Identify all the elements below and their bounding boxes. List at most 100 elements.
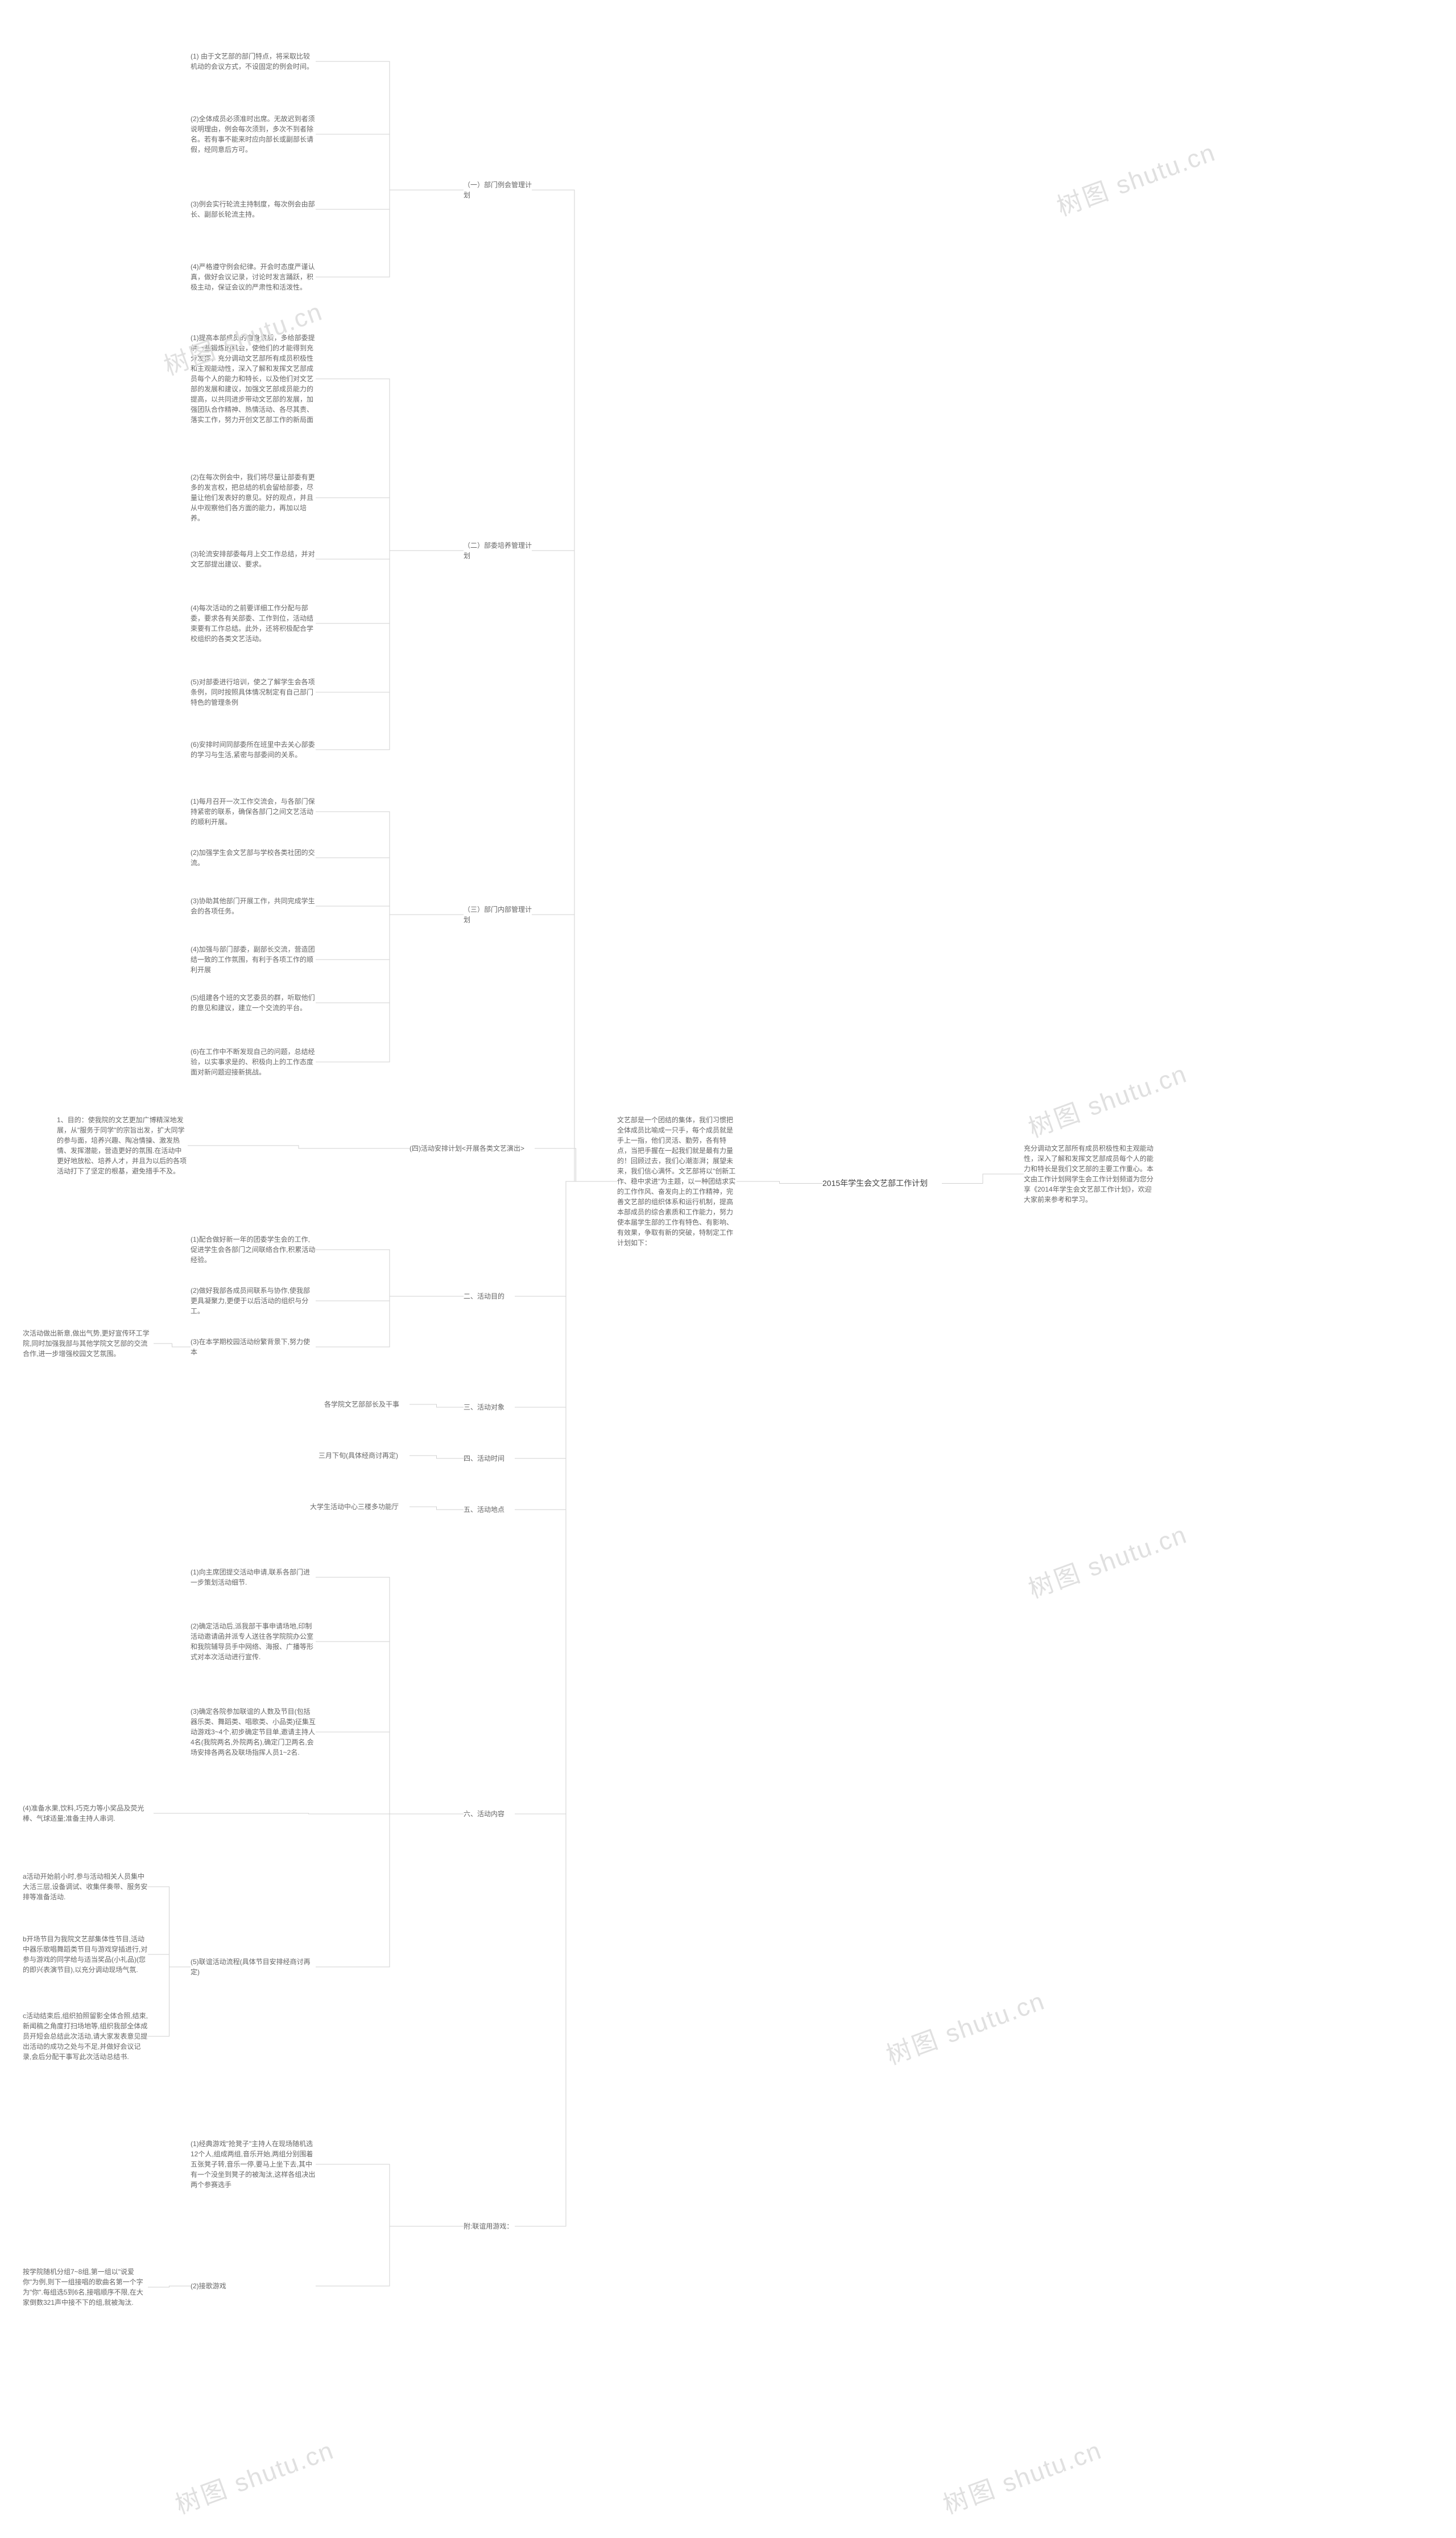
mindmap-node[interactable]: (5)组建各个班的文艺委员的群，听取他们的意见和建议，建立一个交流的平台。 [191,993,316,1013]
node-text: (4)加强与部门部委，副部长交流，营造团结一致的工作氛围，有利于各项工作的顺利开… [191,944,316,975]
node-text: (4)严格遵守例会纪律。开会时态度严谨认真，做好会议记录，讨论时发言踊跃，积极主… [191,262,316,292]
mindmap-node[interactable]: (3)例会实行轮流主持制度，每次例会由部长、副部长轮流主持。 [191,199,316,220]
mindmap-edge [532,915,617,1181]
node-text: 三月下旬(具体经商讨再定) [318,1450,410,1461]
mindmap-edge [515,1181,617,1296]
mindmap-node[interactable]: (2)接歌游戏 [191,2281,316,2291]
mindmap-edge [515,1181,617,2226]
node-text: 按学院随机分组7~8组,第一组以"说爱你"为例,则下一组接唱的歌曲名第一个字为"… [23,2267,148,2308]
mindmap-node[interactable]: (2)确定活动后,派我部干事申请场地,印制活动邀请函并派专人送往各学院院办公室和… [191,1621,316,1662]
node-text: (2)全体成员必须准时出席。无故迟到者须说明理由，例会每次须到，多次不到者除名。… [191,114,316,155]
mindmap-node[interactable]: (3)轮流安排部委每月上交工作总结，并对文艺部提出建议、要求。 [191,549,316,569]
mindmap-node[interactable]: (2)在每次例会中，我们将尽量让部委有更多的发言权，把总结的机会留给部委，尽量让… [191,472,316,523]
watermark-cn: 树图 [172,2474,233,2519]
mindmap-edge [316,915,464,1062]
node-text: (3)确定各院参加联谊的人数及节目(包括器乐类、舞蹈类、唱歌类、小品类)征集互动… [191,1706,316,1758]
mindmap-node[interactable]: 三、活动对象 [464,1402,515,1412]
node-text: (1)配合做好新一年的团委学生会的工作,促进学生会各部门之间联络合作,积累活动经… [191,1234,316,1265]
watermark: 树图 shutu.cn [1051,132,1220,223]
mindmap-node[interactable]: (6)安排时间同部委所在班里中去关心部委的学习与生活,紧密与部委间的关系。 [191,739,316,760]
mindmap-edge [316,551,464,623]
node-text: (5)组建各个班的文艺委员的群，听取他们的意见和建议，建立一个交流的平台。 [191,993,316,1013]
mindmap-node[interactable]: (4)严格遵守例会纪律。开会时态度严谨认真，做好会议记录，讨论时发言踊跃，积极主… [191,262,316,292]
node-text: (2)接歌游戏 [191,2281,316,2291]
node-text: c活动结束后,组织拍照留影全体合照,结束,新闻稿之角度打扫场地等,组织我部全体成… [23,2011,148,2062]
node-text: (4)准备水果,饮料,巧克力等小奖品及荧光棒、气球适量;准备主持人串词. [23,1803,154,1824]
mindmap-node[interactable]: 大学生活动中心三楼多功能厅 [310,1502,410,1512]
mindmap-edge [316,498,464,551]
mindmap-node[interactable]: （三）部门内部管理计划 [464,904,532,925]
mindmap-edge [148,1954,191,1967]
node-text: 文艺部是一个团结的集体，我们习惯把全体成员比喻成一只手，每个成员就是手上一指，他… [617,1115,737,1248]
node-text: (1)提高本部成员的自身素质，多给部委提供一些锻炼的机会，使他们的才能得到充分发… [191,333,316,425]
mindmap-node[interactable]: 附:联谊用游戏： [464,2221,515,2231]
mindmap-node[interactable]: (1)经典游戏"抢凳子"主持人在现场随机选12个人,组成两组,音乐开始,两组分别… [191,2139,316,2190]
node-text: (2)加强学生会文艺部与学校各类社团的交流。 [191,848,316,868]
node-text: (5)联谊活动流程(具体节目安排经商讨再定) [191,1957,316,1977]
mindmap-node[interactable]: 五、活动地点 [464,1504,515,1515]
node-text: (1)经典游戏"抢凳子"主持人在现场随机选12个人,组成两组,音乐开始,两组分别… [191,2139,316,2190]
mindmap-node[interactable]: (4)加强与部门部委，副部长交流，营造团结一致的工作氛围，有利于各项工作的顺利开… [191,944,316,975]
mindmap-node[interactable]: (2)全体成员必须准时出席。无故迟到者须说明理由，例会每次须到，多次不到者除名。… [191,114,316,155]
mindmap-node[interactable]: 次活动做出新意,做出气势,更好宣传环工学院,同时加强我部与其他学院文艺部的交流合… [23,1328,154,1359]
mindmap-node[interactable]: 二、活动目的 [464,1291,515,1301]
mindmap-node[interactable]: a活动开始前小时,参与活动相关人员集中大活三层,设备调试、收集伴奏带、服务安排等… [23,1871,148,1902]
node-text: (3)协助其他部门开展工作，共同完成学生会的各项任务。 [191,896,316,916]
mindmap-edge [316,2164,464,2226]
mindmap-node[interactable]: (4)每次活动的之前要详细工作分配与部委，要求各有关部委、工作到位，活动结束要有… [191,603,316,644]
watermark: 树图 shutu.cn [1023,1514,1192,1605]
mindmap-edge [316,551,464,559]
mindmap-edge [410,1404,464,1407]
mindmap-node[interactable]: (1)向主席团提交活动申请,联系各部门进一步策划活动细节. [191,1567,316,1588]
mindmap-edge [532,551,617,1181]
mindmap-node[interactable]: 文艺部是一个团结的集体，我们习惯把全体成员比喻成一只手，每个成员就是手上一指，他… [617,1115,737,1248]
mindmap-node[interactable]: (1)配合做好新一年的团委学生会的工作,促进学生会各部门之间联络合作,积累活动经… [191,1234,316,1265]
mindmap-edge [316,551,464,750]
mindmap-node[interactable]: 按学院随机分组7~8组,第一组以"说爱你"为例,则下一组接唱的歌曲名第一个字为"… [23,2267,148,2308]
mindmap-node[interactable]: c活动结束后,组织拍照留影全体合照,结束,新闻稿之角度打扫场地等,组织我部全体成… [23,2011,148,2062]
mindmap-node[interactable]: (四)活动安排计划<开展各类文艺演出> [410,1143,535,1154]
mindmap-edge [316,2226,464,2286]
watermark-en: shutu.cn [991,2436,1105,2500]
mindmap-node[interactable]: (2)加强学生会文艺部与学校各类社团的交流。 [191,848,316,868]
node-text: 次活动做出新意,做出气势,更好宣传环工学院,同时加强我部与其他学院文艺部的交流合… [23,1328,154,1359]
mindmap-node[interactable]: 充分调动文艺部所有成员积极性和主观能动性，深入了解和发挥文艺部成员每个人的能力和… [1024,1143,1155,1205]
node-text: 六、活动内容 [464,1809,515,1819]
mindmap-node[interactable]: （一）部门例会管理计划 [464,180,532,200]
mindmap-node[interactable]: (3)协助其他部门开展工作，共同完成学生会的各项任务。 [191,896,316,916]
mindmap-node[interactable]: (2)做好我部各成员间联系与协作,使我部更具凝聚力,更便于以后活动的组织与分工。 [191,1285,316,1316]
mindmap-edge [316,1732,464,1814]
mindmap-edge [316,858,464,915]
node-text: (1)每月召开一次工作交流会，与各部门保持紧密的联系，确保各部门之间文艺活动的顺… [191,796,316,827]
mindmap-node[interactable]: (1)每月召开一次工作交流会，与各部门保持紧密的联系，确保各部门之间文艺活动的顺… [191,796,316,827]
mindmap-node[interactable]: 各学院文艺部部长及干事 [324,1399,410,1409]
node-text: (4)每次活动的之前要详细工作分配与部委，要求各有关部委、工作到位，活动结束要有… [191,603,316,644]
mindmap-node[interactable]: 1、目的：使我院的文艺更加广博精深地发展，从"服务于同学"的宗旨出发，扩大同学的… [57,1115,188,1176]
mindmap-edge [154,1813,464,1814]
mindmap-node[interactable]: (3)在本学期校园活动纷繁背景下,努力使本 [191,1337,316,1357]
mindmap-node[interactable]: (3)确定各院参加联谊的人数及节目(包括器乐类、舞蹈类、唱歌类、小品类)征集互动… [191,1706,316,1758]
node-text: 充分调动文艺部所有成员积极性和主观能动性，深入了解和发挥文艺部成员每个人的能力和… [1024,1143,1155,1205]
mindmap-node[interactable]: （二）部委培养管理计划 [464,540,532,561]
node-text: 五、活动地点 [464,1504,515,1515]
mindmap-edge [148,1967,191,2036]
mindmap-edge [154,1344,191,1347]
mindmap-node[interactable]: (6)在工作中不断发现自己的问题，总结经验，以实事求是的、积极向上的工作态度面对… [191,1047,316,1077]
mindmap-node[interactable]: (1)提高本部成员的自身素质，多给部委提供一些锻炼的机会，使他们的才能得到充分发… [191,333,316,425]
mindmap-node[interactable]: (5)联谊活动流程(具体节目安排经商讨再定) [191,1957,316,1977]
mindmap-node[interactable]: b开场节目为我院文艺部集体性节目,活动中器乐歌唱舞蹈类节目与游戏穿插进行,对参与… [23,1934,148,1975]
mindmap-node[interactable]: 四、活动时间 [464,1453,515,1464]
mindmap-edge [316,1642,464,1814]
mindmap-edge [316,1577,464,1814]
mindmap-node[interactable]: 六、活动内容 [464,1809,515,1819]
mindmap-edge [316,915,464,960]
mindmap-node[interactable]: 2015年学生会文艺部工作计划 [822,1177,942,1189]
mindmap-node[interactable]: (4)准备水果,饮料,巧克力等小奖品及荧光棒、气球适量;准备主持人串词. [23,1803,154,1824]
mindmap-node[interactable]: (5)对部委进行培训，使之了解学生会各项条例，同时按照具体情况制定有自己部门特色… [191,677,316,708]
mindmap-node[interactable]: (1) 由于文艺部的部门特点，将采取比较机动的会议方式，不设固定的例会时间。 [191,51,316,72]
node-text: 各学院文艺部部长及干事 [324,1399,410,1409]
mindmap-edge [316,190,464,277]
mindmap-edge [316,1296,464,1301]
mindmap-node[interactable]: 三月下旬(具体经商讨再定) [318,1450,410,1461]
node-text: b开场节目为我院文艺部集体性节目,活动中器乐歌唱舞蹈类节目与游戏穿插进行,对参与… [23,1934,148,1975]
